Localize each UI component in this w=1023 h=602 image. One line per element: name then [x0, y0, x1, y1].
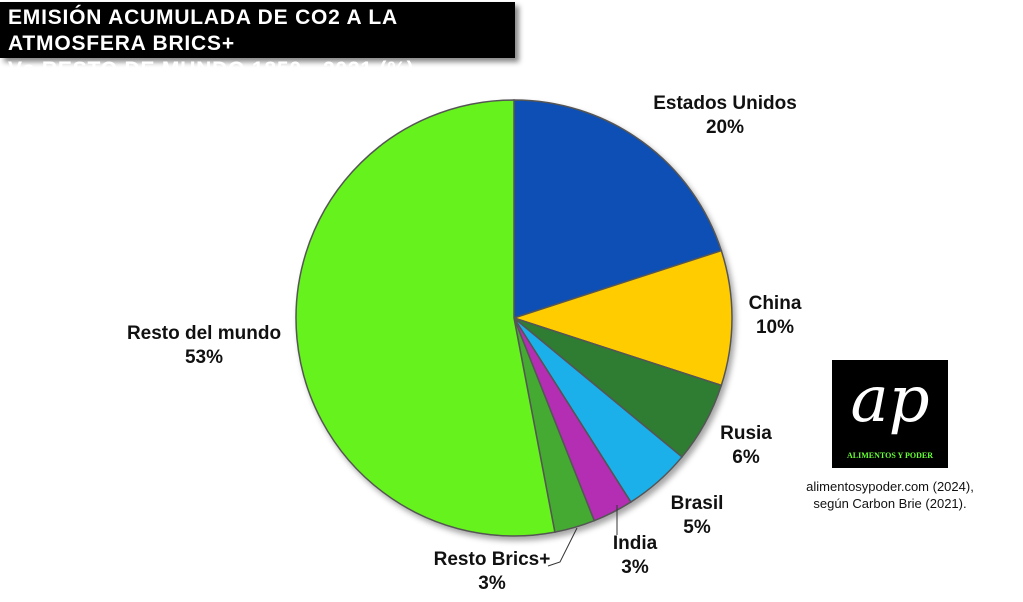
label-name: Estados Unidos: [653, 93, 797, 114]
label-value: 53%: [184, 347, 224, 368]
label-rusia: Rusia 6%: [720, 422, 772, 470]
label-name: Resto del mundo: [126, 323, 282, 344]
title-line-1: EMISIÓN ACUMULADA DE CO2 A LA ATMOSFERA …: [8, 6, 398, 55]
label-value: 3%: [621, 557, 649, 578]
alimentos-y-poder-logo: ap ALIMENTOS Y PODER: [832, 360, 948, 468]
label-estados-unidos: Estados Unidos 20%: [653, 92, 797, 140]
label-india: India 3%: [613, 532, 657, 580]
logo-mark: ap: [850, 363, 930, 437]
label-value: 3%: [478, 573, 506, 594]
label-resto-brics-: Resto Brics+ 3%: [434, 548, 551, 596]
label-brasil: Brasil 5%: [671, 492, 724, 540]
leader-line-resto-brics-: [547, 527, 578, 567]
label-name: India: [612, 533, 658, 554]
label-value: 5%: [683, 517, 711, 538]
label-name: Resto Brics+: [433, 549, 551, 570]
label-value: 20%: [705, 117, 745, 138]
chart-title: EMISIÓN ACUMULADA DE CO2 A LA ATMOSFERA …: [0, 2, 515, 81]
label-value: 6%: [732, 447, 760, 468]
source-note: alimentosypoder.com (2024), según Carbon…: [806, 478, 974, 512]
title-line-2: Vs RESTO DE MUNDO 1850 - 2021 (%): [8, 58, 415, 81]
slice-resto-del-mundo: [295, 99, 556, 537]
slice-estados-unidos: [513, 99, 723, 320]
label-resto-del-mundo: Resto del mundo 53%: [127, 322, 281, 370]
source-line-2: según Carbon Brie (2021).: [813, 496, 967, 511]
label-value: 10%: [755, 317, 795, 338]
label-china: China 10%: [749, 292, 802, 340]
logo-text: ALIMENTOS Y PODER: [847, 451, 933, 460]
label-name: Brasil: [670, 493, 724, 514]
label-name: China: [748, 293, 802, 314]
source-line-1: alimentosypoder.com (2024),: [806, 479, 974, 494]
label-name: Rusia: [720, 423, 772, 444]
slice-china: [511, 249, 733, 387]
